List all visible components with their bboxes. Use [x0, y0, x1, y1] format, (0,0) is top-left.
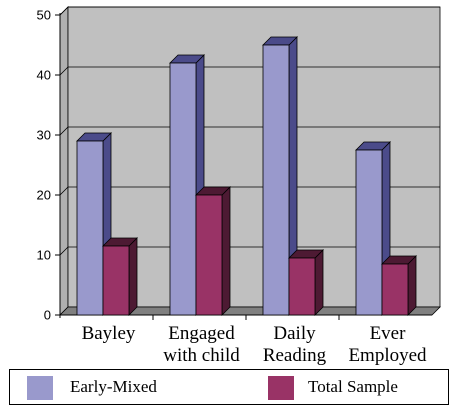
gridline-diagonal: [59, 186, 69, 196]
y-tick-label: 40: [37, 68, 51, 83]
category-label-1-1: with child: [163, 345, 240, 366]
y-tick-label: 10: [37, 248, 51, 263]
bars: [76, 36, 417, 316]
legend-label-early-mixed: Early-Mixed: [70, 377, 157, 396]
bar-side-1-0: [128, 237, 138, 316]
bar-side-1-1: [221, 186, 231, 316]
category-label-2-0: Daily: [273, 323, 316, 344]
gridline-diagonal: [59, 246, 69, 256]
bar-1-1: [195, 194, 223, 316]
gridline-diagonal: [59, 126, 69, 136]
bar-1-2: [288, 257, 316, 316]
legend: Early-Mixed Total Sample: [9, 369, 449, 405]
category-label-1-0: Engaged: [168, 323, 235, 344]
y-tick-label: 20: [37, 188, 51, 203]
category-label-3-1: Employed: [348, 345, 427, 366]
legend-swatch-early-mixed: [27, 376, 53, 400]
bar-0-2: [262, 44, 290, 316]
category-label-0-0: Bayley: [82, 323, 136, 344]
category-label-3-0: Ever: [370, 323, 407, 344]
bar-side-1-2: [314, 249, 324, 316]
bar-side-1-3: [407, 255, 417, 316]
bar-1-3: [381, 263, 409, 316]
left-wall: [59, 6, 69, 316]
gridline-diagonal: [59, 6, 69, 16]
legend-label-total-sample: Total Sample: [308, 377, 398, 396]
bar-1-0: [102, 245, 130, 316]
y-tick-label: 0: [44, 308, 51, 323]
bar-0-1: [169, 62, 197, 316]
bar-0-3: [355, 149, 383, 316]
y-tick-label: 30: [37, 128, 51, 143]
gridline-diagonal: [59, 66, 69, 76]
legend-swatch-total-sample: [268, 376, 294, 400]
bar-0-0: [76, 140, 104, 316]
category-label-2-1: Reading: [263, 345, 327, 366]
y-tick-labels: 0 10 20 30 40 50: [37, 8, 51, 323]
y-tick-label: 50: [37, 8, 51, 23]
